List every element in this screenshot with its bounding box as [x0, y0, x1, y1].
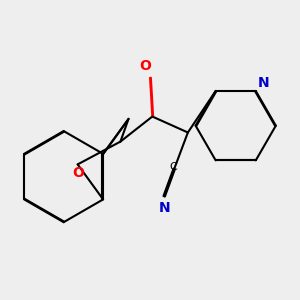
Text: O: O	[72, 166, 84, 180]
Text: N: N	[158, 201, 170, 215]
Text: C: C	[169, 162, 177, 172]
Text: O: O	[140, 59, 152, 74]
Text: N: N	[258, 76, 270, 90]
